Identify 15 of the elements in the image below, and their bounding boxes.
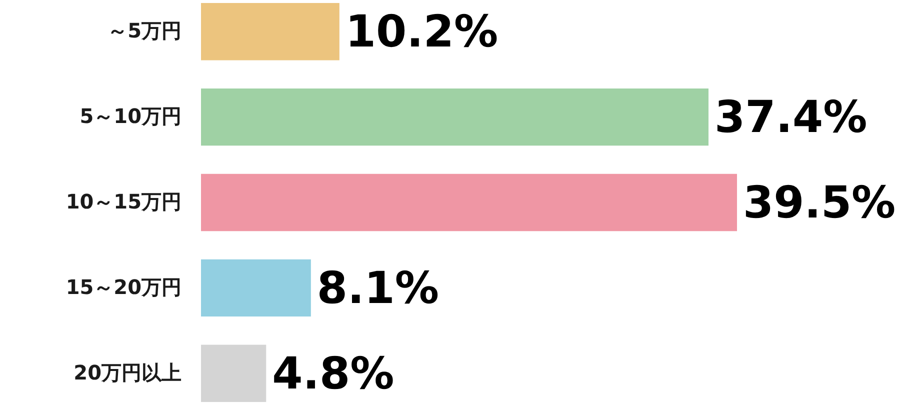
data-label: 8.1% [316,262,439,314]
y-tick-label: ～5万円 [108,18,182,43]
data-label: 10.2% [345,6,498,58]
y-tick-label: 10～15万円 [66,190,182,214]
data-label: 39.5% [743,178,896,228]
data-label: 37.4% [714,92,868,144]
bar [201,174,737,232]
bar [201,88,709,146]
data-label: 4.8% [272,348,394,400]
y-tick-label: 20万円以上 [74,360,182,384]
bar [201,344,266,402]
y-tick-label: 15～20万円 [66,274,182,299]
y-tick-label: 5～10万円 [80,104,182,128]
bar [201,3,340,60]
bar [201,259,311,317]
